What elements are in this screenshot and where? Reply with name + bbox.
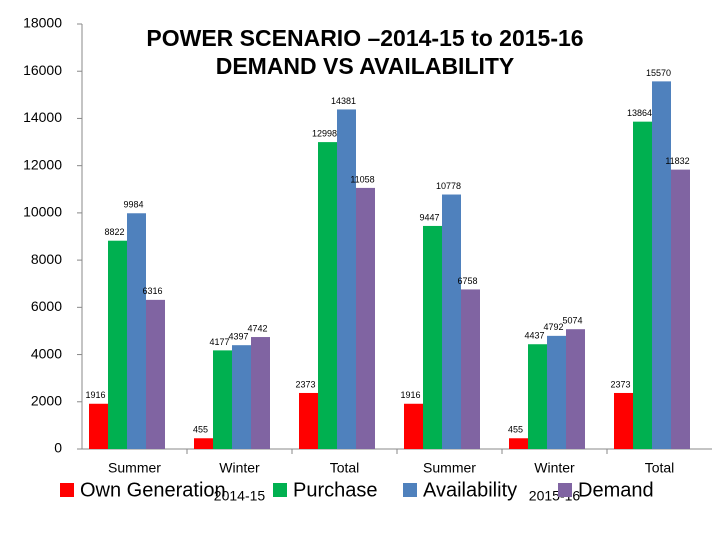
data-label: 9447 — [419, 212, 439, 222]
bar — [442, 194, 461, 449]
data-label: 4742 — [247, 323, 267, 333]
bar — [652, 81, 671, 449]
data-label: 4437 — [524, 331, 544, 341]
bar — [337, 109, 356, 449]
data-label: 1916 — [85, 390, 105, 400]
bar — [461, 289, 480, 449]
bar — [232, 345, 251, 449]
data-label: 2373 — [295, 379, 315, 389]
data-label: 15570 — [646, 68, 671, 78]
bar — [89, 403, 108, 449]
bar — [146, 299, 165, 449]
data-label: 14381 — [331, 96, 356, 106]
y-tick-label: 10000 — [23, 204, 62, 220]
data-label: 4177 — [209, 337, 229, 347]
x-tick-label: Total — [330, 460, 360, 476]
chart-subtitle: DEMAND VS AVAILABILITY — [216, 53, 515, 79]
data-label: 1916 — [400, 390, 420, 400]
group-label: 2014-15 — [214, 488, 266, 504]
bar — [404, 403, 423, 449]
legend-label: Own Generation — [80, 479, 226, 501]
data-label: 12998 — [312, 128, 337, 138]
bar — [356, 187, 375, 450]
group-label: 2015-16 — [529, 488, 581, 504]
data-label: 8822 — [104, 227, 124, 237]
bar — [299, 392, 318, 449]
data-label: 455 — [193, 425, 208, 435]
data-label: 11832 — [665, 156, 689, 166]
bar — [566, 329, 585, 449]
legend-swatch — [60, 483, 74, 497]
chart-title: POWER SCENARIO –2014-15 to 2015-16 — [146, 25, 583, 51]
y-tick-label: 6000 — [31, 298, 62, 314]
x-tick-label: Winter — [534, 460, 575, 476]
bar — [614, 392, 633, 449]
data-label: 6316 — [142, 286, 162, 296]
y-tick-label: 14000 — [23, 109, 62, 125]
y-tick-label: 4000 — [31, 345, 62, 361]
data-label: 4792 — [543, 322, 563, 332]
y-tick-label: 16000 — [23, 62, 62, 78]
y-tick-label: 8000 — [31, 251, 62, 267]
legend-swatch — [558, 483, 572, 497]
bar — [194, 438, 213, 449]
bar — [528, 344, 547, 449]
y-tick-label: 2000 — [31, 392, 62, 408]
bar — [509, 438, 528, 449]
bar — [127, 213, 146, 449]
legend-label: Availability — [423, 479, 517, 501]
data-label: 11058 — [350, 174, 374, 184]
legend-swatch — [403, 483, 417, 497]
y-tick-label: 18000 — [23, 15, 62, 31]
data-label: 6758 — [457, 276, 477, 286]
legend-label: Purchase — [293, 479, 378, 501]
bar — [213, 350, 232, 449]
x-tick-label: Summer — [423, 460, 476, 476]
bar — [318, 142, 337, 449]
data-label: 4397 — [228, 332, 248, 342]
data-label: 455 — [508, 425, 523, 435]
data-label: 9984 — [123, 200, 143, 210]
bar — [108, 240, 127, 449]
x-tick-label: Total — [645, 460, 675, 476]
y-tick-label: 0 — [54, 440, 62, 456]
bar — [633, 121, 652, 450]
bar — [671, 169, 690, 449]
x-tick-label: Summer — [108, 460, 161, 476]
legend-label: Demand — [578, 479, 654, 501]
data-label: 10778 — [436, 181, 461, 191]
bar — [547, 335, 566, 449]
bar — [251, 337, 270, 449]
data-label: 5074 — [562, 316, 582, 326]
legend-swatch — [273, 483, 287, 497]
x-tick-label: Winter — [219, 460, 260, 476]
data-label: 13864 — [627, 108, 652, 118]
data-label: 2373 — [610, 379, 630, 389]
y-tick-label: 12000 — [23, 156, 62, 172]
bar — [423, 225, 442, 449]
